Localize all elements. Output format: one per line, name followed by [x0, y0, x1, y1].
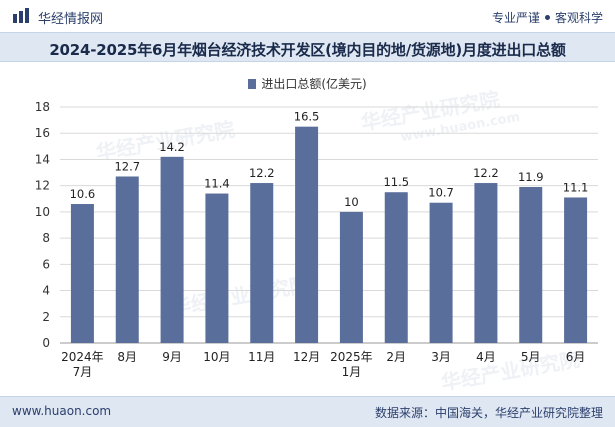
legend-label: 进出口总额(亿美元)	[261, 77, 367, 91]
data-label: 14.2	[159, 140, 185, 154]
site-name: 华经情报网	[38, 12, 104, 27]
x-tick-label-line: 3月	[431, 350, 451, 364]
tagline: 专业严谨 客观科学	[492, 9, 603, 26]
bar	[115, 176, 139, 343]
bar	[295, 126, 319, 344]
x-tick-label-line: 5月	[521, 350, 541, 364]
x-tick-label-line: 12月	[293, 350, 320, 364]
x-tick-label: 10月	[203, 350, 230, 364]
data-label: 10.6	[70, 187, 96, 201]
y-tick-label: 2	[42, 310, 50, 324]
y-tick-label: 14	[35, 152, 50, 166]
y-tick-label: 10	[35, 205, 50, 219]
footer-website[interactable]: www.huaon.com	[12, 404, 112, 418]
data-label: 10.7	[428, 186, 454, 200]
x-tick-label-line: 2月	[386, 350, 406, 364]
data-label: 11.1	[563, 180, 589, 194]
x-tick-label: 12月	[293, 350, 320, 364]
data-source: 数据来源：中国海关，华经产业研究院整理	[374, 406, 603, 420]
bar	[384, 192, 408, 343]
data-label: 10	[344, 195, 359, 209]
x-tick-label: 11月	[248, 350, 275, 364]
x-tick-label: 5月	[521, 350, 541, 364]
x-tick-label: 4月	[476, 350, 496, 364]
y-tick-label: 6	[42, 257, 50, 271]
bar	[339, 211, 363, 343]
bar-chart-logo-icon	[13, 8, 29, 23]
bar	[205, 193, 229, 343]
x-tick-label: 3月	[431, 350, 451, 364]
y-tick-label: 12	[35, 179, 50, 193]
x-tick-label-line: 10月	[203, 350, 230, 364]
data-label: 16.5	[294, 110, 320, 124]
x-tick-label-line: 7月	[73, 365, 93, 379]
bar	[250, 183, 274, 343]
x-tick-label: 6月	[566, 350, 586, 364]
x-tick-label-line: 11月	[248, 350, 275, 364]
data-label: 11.4	[204, 177, 230, 191]
bar	[474, 183, 498, 343]
x-tick-label: 2月	[386, 350, 406, 364]
y-tick-label: 0	[42, 336, 50, 350]
legend-swatch-icon	[248, 79, 257, 89]
y-tick-label: 4	[42, 284, 50, 298]
data-label: 11.9	[518, 170, 544, 184]
y-tick-label: 16	[35, 126, 50, 140]
bar	[564, 197, 588, 343]
bar	[429, 202, 453, 343]
data-label: 12.7	[114, 159, 140, 173]
x-tick-label: 2024年 7月	[61, 350, 104, 379]
x-tick-label-line: 1月	[342, 365, 362, 379]
data-label: 11.5	[383, 175, 409, 189]
x-tick-label: 2025年 1月	[330, 350, 373, 379]
x-tick-label-line: 8月	[117, 350, 137, 364]
title-band: 2024-2025年6月年烟台经济技术开发区(境内目的地/货源地)月度进出口总额	[0, 32, 615, 62]
bar	[519, 186, 543, 343]
bar	[70, 204, 94, 343]
data-label: 12.2	[473, 166, 499, 180]
footer-bar: www.huaon.com 数据来源：中国海关，华经产业研究院整理	[0, 396, 615, 427]
top-header-bar: 华经情报网 专业严谨 客观科学	[0, 0, 615, 32]
data-label: 12.2	[249, 166, 275, 180]
x-tick-label: 8月	[117, 350, 137, 364]
chart-legend: 进出口总额(亿美元)	[0, 75, 615, 92]
x-tick-label-line: 2025年	[330, 350, 373, 364]
dot-separator-icon	[544, 15, 550, 20]
y-tick-label: 18	[35, 100, 50, 114]
x-tick-label-line: 9月	[162, 350, 182, 364]
x-tick-label-line: 6月	[566, 350, 586, 364]
x-tick-label-line: 4月	[476, 350, 496, 364]
y-tick-label: 8	[42, 231, 50, 245]
tagline-right: 客观科学	[554, 11, 603, 25]
x-tick-label: 9月	[162, 350, 182, 364]
chart-title: 2024-2025年6月年烟台经济技术开发区(境内目的地/货源地)月度进出口总额	[49, 41, 566, 59]
bar	[160, 156, 184, 343]
tagline-left: 专业严谨	[491, 11, 540, 25]
x-tick-label-line: 2024年	[61, 350, 104, 364]
